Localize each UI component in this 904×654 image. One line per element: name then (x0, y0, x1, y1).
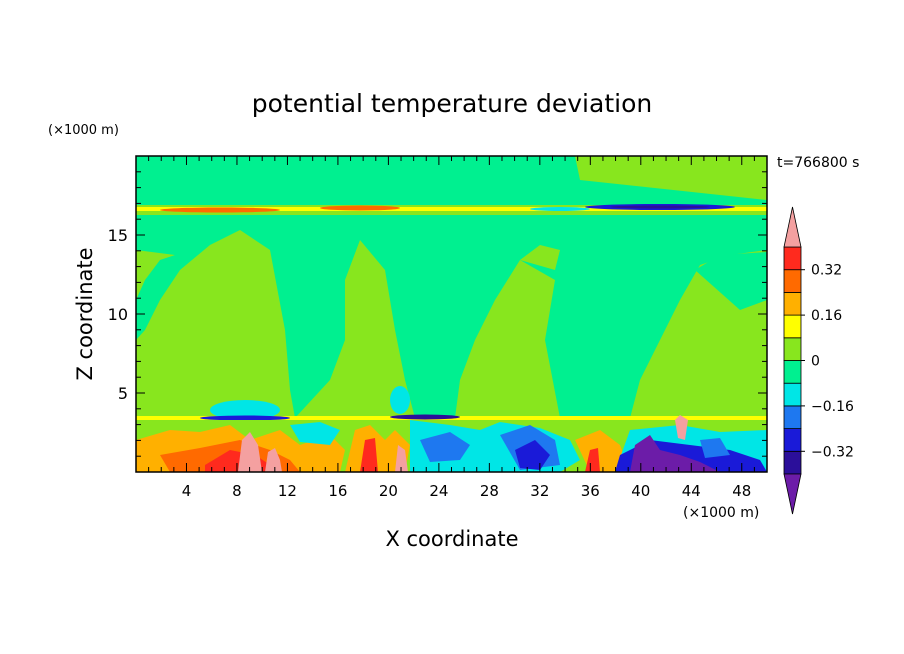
bl-top-blue-2 (390, 414, 460, 420)
colorbar-swatch (783, 269, 802, 293)
colorbar-swatch (783, 337, 802, 361)
colorbar-swatch (783, 291, 802, 316)
colorbar: 0.32 0.16 0 −0.16 −0.32 (783, 206, 854, 515)
tropopause-yellow (136, 207, 767, 211)
x-tick-label: 40 (631, 482, 650, 500)
cyan-patch-2 (390, 386, 410, 414)
positive-region-mid (520, 245, 560, 270)
colorbar-label: 0.32 (811, 263, 842, 279)
y-tick-label: 5 (118, 384, 128, 403)
y-tick-label: 10 (108, 305, 128, 324)
negative-region-top (136, 156, 575, 200)
bl-top-blue-1 (200, 415, 290, 421)
x-tick-label: 36 (581, 482, 600, 500)
colorbar-min-triangle (783, 473, 802, 515)
bl-cool-1 (290, 422, 340, 445)
time-label: t=766800 s (777, 155, 859, 171)
colorbar-swatch (783, 314, 802, 339)
y-tick-label: 15 (108, 226, 128, 245)
tropopause-orange-2 (320, 205, 400, 211)
x-axis-title: X coordinate (385, 527, 518, 551)
x-tick-label: 48 (732, 482, 751, 500)
negative-region-upper (136, 156, 767, 418)
colorbar-swatch (783, 382, 802, 407)
x-tick-label: 4 (182, 482, 192, 500)
bl-max-2 (265, 448, 282, 472)
chart-title: potential temperature deviation (252, 89, 652, 118)
bl-hot-right (585, 448, 600, 472)
colorbar-max-triangle (783, 206, 802, 248)
x-tick-label: 28 (480, 482, 499, 500)
bl-max-3 (395, 445, 408, 472)
y-unit-label: (×1000 m) (48, 123, 119, 138)
x-tick-label: 12 (278, 482, 297, 500)
colorbar-swatch (783, 360, 802, 384)
colorbar-label: 0.16 (811, 308, 842, 324)
bl-cold-mid (515, 440, 550, 470)
bl-max-right (675, 415, 688, 440)
tropopause-cyan (530, 207, 590, 211)
positive-region-left (136, 250, 175, 300)
x-unit-label: (×1000 m) (683, 505, 759, 521)
negative-region-right (695, 252, 767, 310)
x-tick-label: 32 (530, 482, 549, 500)
tropopause-darkblue (610, 205, 710, 209)
colorbar-swatch (783, 450, 802, 475)
bl-cool-right-2 (700, 438, 730, 458)
x-tick-label: 44 (682, 482, 701, 500)
bl-hot-mid-1 (360, 438, 378, 472)
bl-warm-mid (345, 425, 410, 472)
colorbar-swatch (783, 246, 802, 271)
colorbar-swatch (783, 405, 802, 429)
colorbar-label: −0.16 (811, 399, 854, 415)
x-axis: 4 8 12 16 20 24 28 32 36 40 44 48 (148, 156, 755, 500)
x-tick-label: 20 (379, 482, 398, 500)
colorbar-label: 0 (811, 354, 820, 370)
contour-field (136, 156, 767, 472)
bl-cool-mid-2 (420, 432, 470, 462)
tropopause-orange-1 (160, 207, 280, 213)
x-tick-label: 16 (328, 482, 347, 500)
colorbar-label: −0.32 (811, 444, 854, 460)
y-axis: 5 10 15 (108, 171, 767, 457)
bl-min-right (630, 435, 720, 472)
cyan-patch-1 (210, 400, 280, 420)
x-tick-label: 8 (232, 482, 242, 500)
y-axis-title: Z coordinate (73, 247, 97, 380)
bl-max-1 (238, 432, 262, 472)
colorbar-swatch (783, 428, 802, 452)
x-tick-label: 24 (429, 482, 448, 500)
